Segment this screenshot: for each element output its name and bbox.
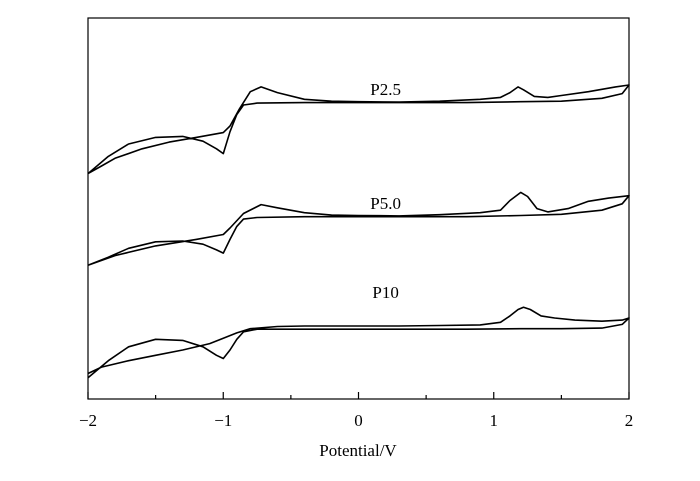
x-tick-label: −2: [79, 411, 97, 430]
x-tick-label: 2: [625, 411, 634, 430]
x-axis-label: Potential/V: [319, 441, 397, 460]
x-tick-label: 0: [354, 411, 363, 430]
cv-curve-p5-0: [87, 191, 630, 267]
x-tick-label: −1: [214, 411, 232, 430]
curve-label-p10: P10: [372, 283, 398, 302]
cv-curve-p10: [87, 306, 630, 379]
curve-label-p2-5: P2.5: [370, 80, 401, 99]
x-axis-ticks: −2 −1 0 1 2: [79, 392, 633, 430]
curves-group: [87, 84, 630, 379]
curve-label-p5-0: P5.0: [370, 194, 401, 213]
curve-labels-group: P2.5 P5.0 P10: [370, 80, 401, 302]
plot-frame: [87, 17, 630, 400]
cv-curve-p2-5: [87, 84, 630, 175]
x-tick-label: 1: [490, 411, 499, 430]
